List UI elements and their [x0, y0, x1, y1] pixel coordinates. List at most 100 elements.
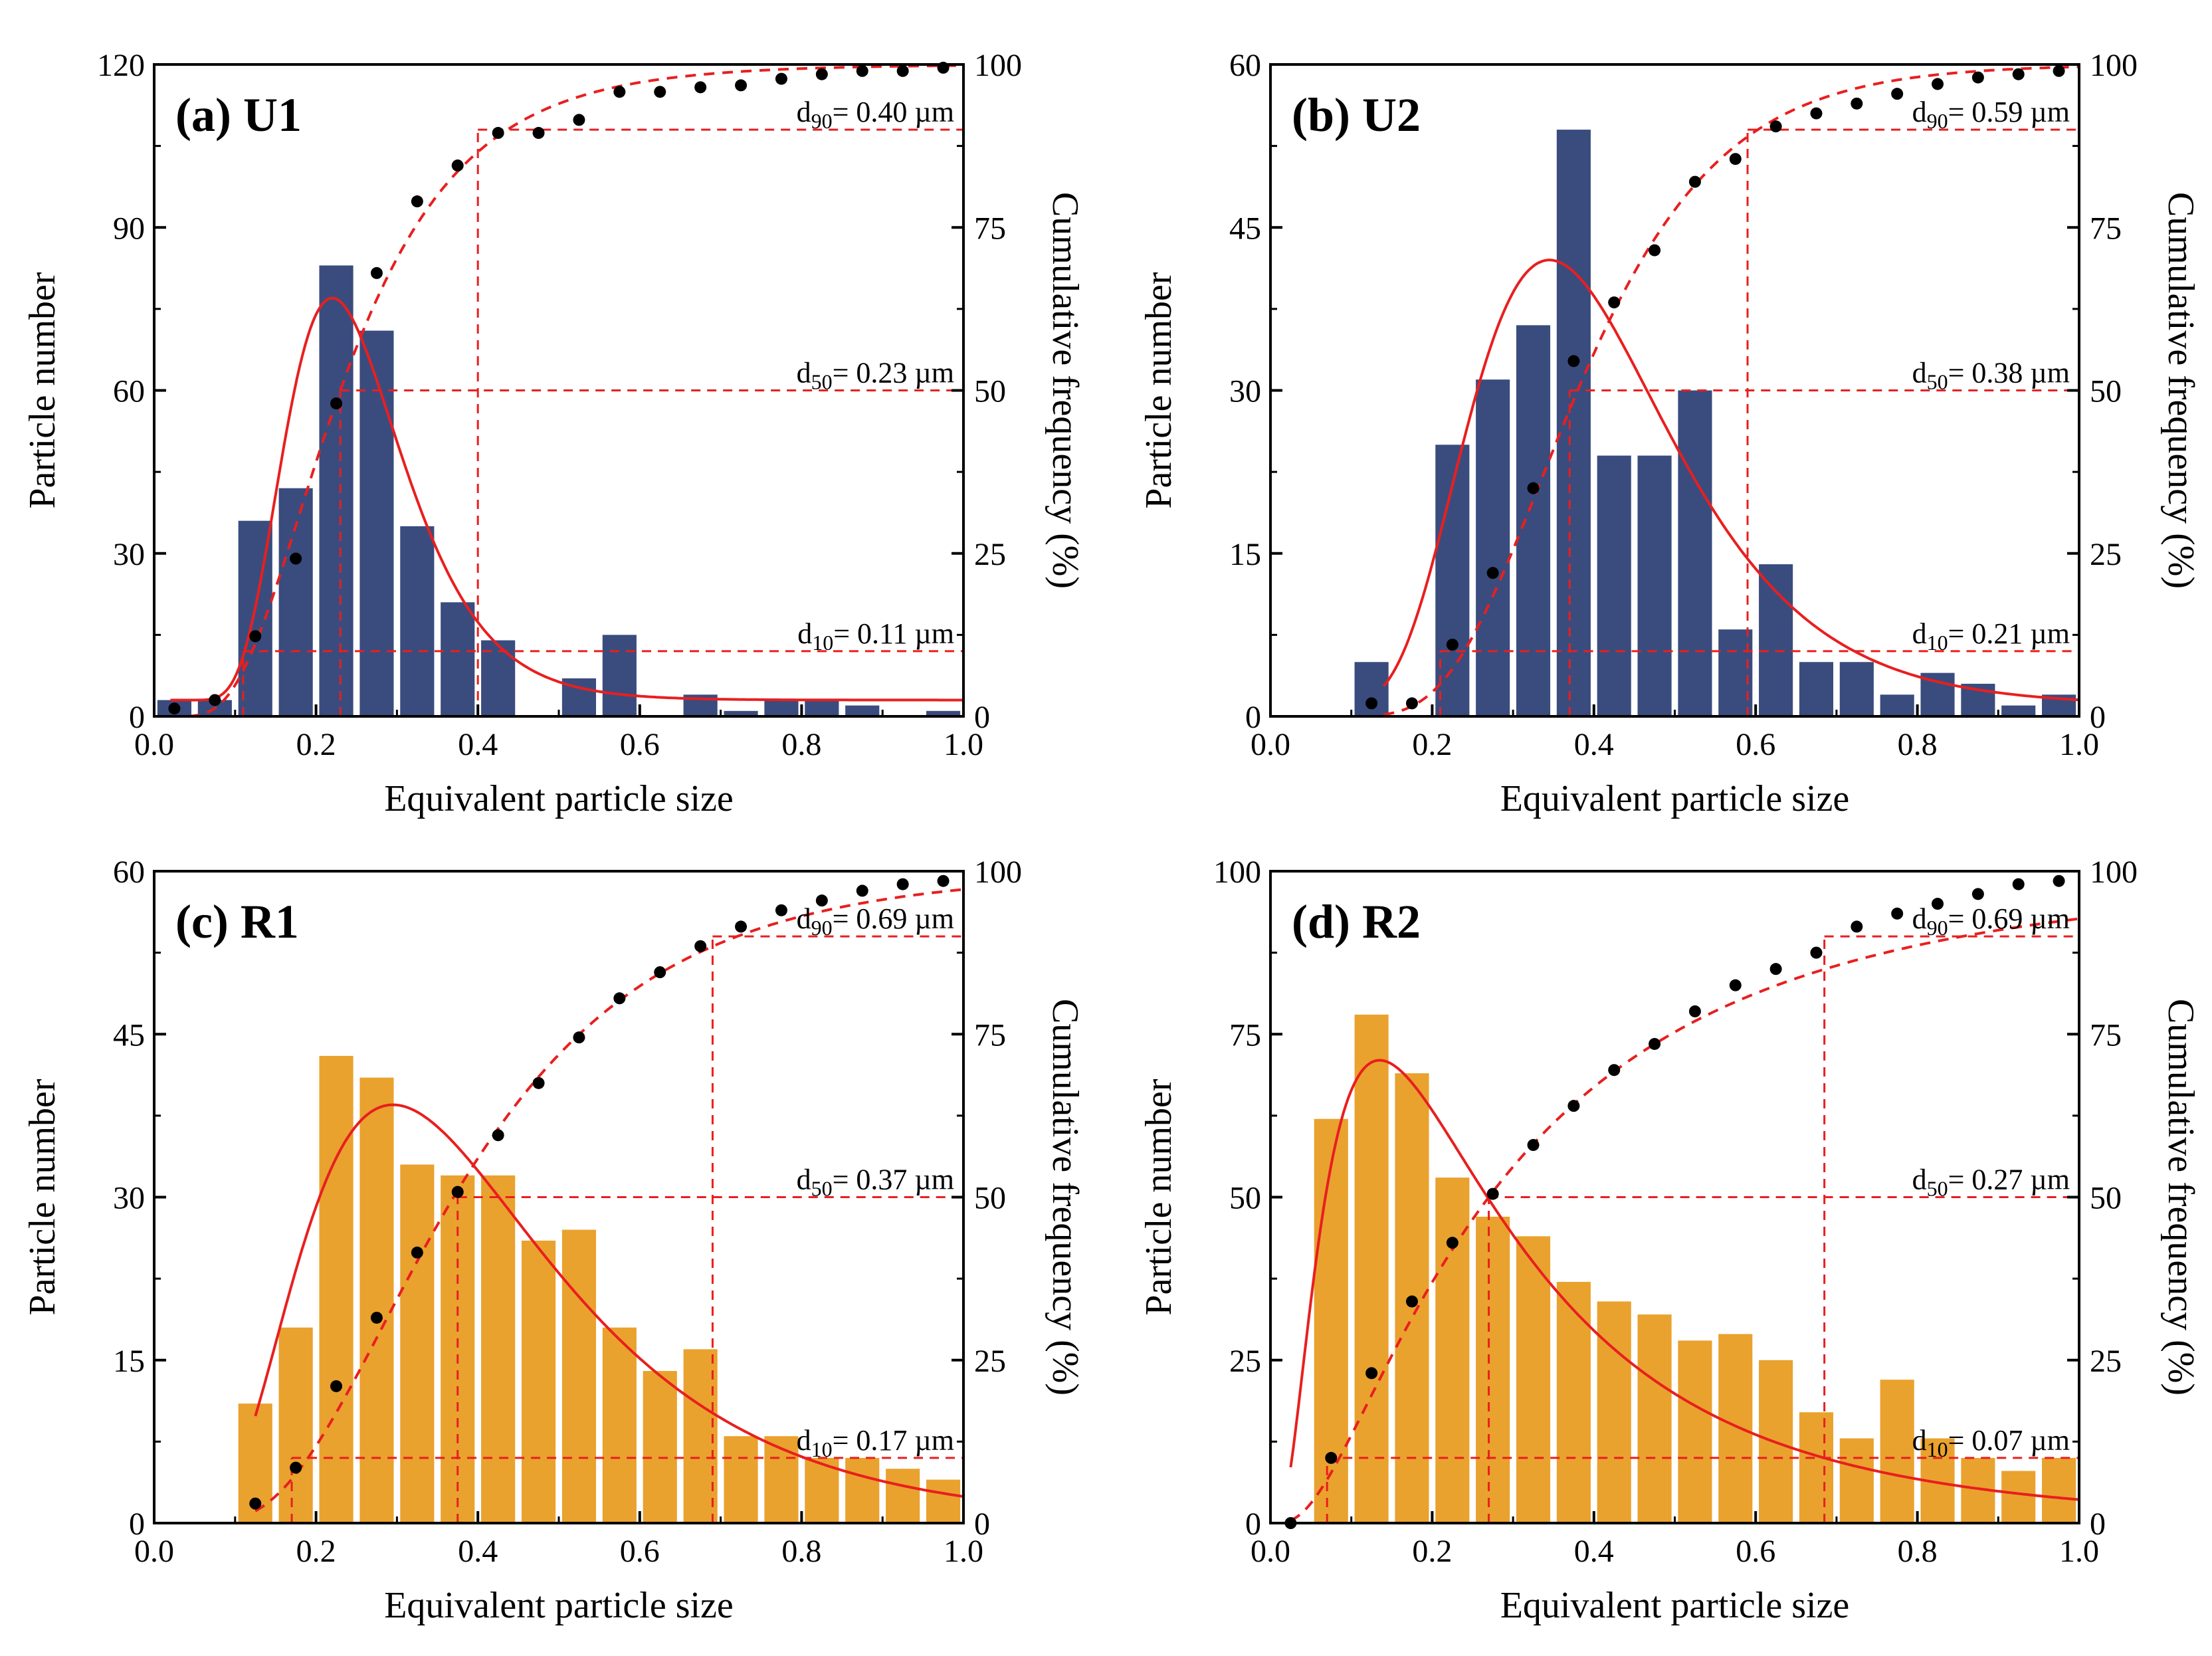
y-tick-label: 0: [129, 1506, 145, 1542]
y2-tick-label: 25: [974, 537, 1006, 572]
cumulative-point: [1365, 1367, 1378, 1380]
y-tick-label: 45: [113, 1017, 145, 1053]
histogram-bar: [643, 1371, 677, 1523]
percentile-label: d10= 0.11 µm: [797, 617, 954, 655]
y-axis-title: Particle number: [22, 272, 63, 508]
y-axis-title: Particle number: [22, 1079, 63, 1315]
cumulative-point: [330, 1380, 343, 1392]
y2-tick-label: 50: [974, 374, 1006, 409]
cumulative-point: [856, 884, 868, 897]
histogram-bar: [400, 526, 435, 716]
cumulative-point: [168, 702, 181, 715]
cumulative-point: [290, 1461, 302, 1474]
histogram-bar: [926, 710, 961, 716]
x-tick-label: 0.4: [458, 1534, 498, 1569]
cumulative-point: [1365, 697, 1378, 710]
percentile-label: d90= 0.59 µm: [1912, 96, 2070, 133]
x-tick-label: 1.0: [2059, 1534, 2099, 1569]
cumulative-point: [249, 630, 262, 643]
cumulative-point: [1769, 963, 1782, 976]
percentile-label: d10= 0.21 µm: [1912, 617, 2070, 655]
histogram-bar: [1637, 1314, 1672, 1523]
cumulative-point: [1891, 88, 1904, 100]
percentile-label: d90= 0.40 µm: [797, 96, 954, 133]
percentile-label: d50= 0.38 µm: [1912, 357, 2070, 394]
x-tick-label: 0.0: [1251, 1534, 1290, 1569]
y2-tick-label: 0: [974, 700, 990, 735]
y-tick-label: 100: [1213, 855, 1261, 890]
histogram-bar: [1637, 455, 1672, 716]
histogram-bar: [764, 700, 799, 716]
histogram-bar: [1354, 1014, 1389, 1523]
cumulative-point: [290, 552, 302, 565]
cumulative-point: [775, 72, 787, 85]
cumulative-point: [735, 79, 748, 92]
cumulative-fit-curve: [254, 888, 964, 1512]
y2-tick-label: 25: [2090, 537, 2122, 572]
cumulative-point: [451, 159, 464, 172]
cumulative-point: [370, 1311, 383, 1324]
cumulative-point: [370, 266, 383, 279]
histogram-bar: [1799, 1412, 1834, 1523]
cumulative-point: [815, 68, 828, 80]
percentile-label: d50= 0.23 µm: [797, 357, 954, 394]
histogram-bar: [319, 1055, 353, 1523]
panel-title: (d) R2: [1292, 895, 1421, 948]
cumulative-point: [1729, 979, 1742, 991]
histogram-bar: [1678, 1340, 1712, 1523]
cumulative-point: [1932, 78, 1944, 90]
histogram-bar: [1597, 455, 1631, 716]
histogram-bar: [1718, 1334, 1753, 1523]
cumulative-point: [1851, 97, 1863, 110]
histogram-bar: [561, 1229, 597, 1523]
cumulative-point: [2012, 68, 2025, 80]
chart-panel-3: 0.0 0.2 0.4 0.6 0.8 1.00153045600255075100Equ…: [22, 855, 1086, 1626]
x-tick-label: 0.2: [296, 727, 336, 762]
histogram-bar: [1678, 390, 1712, 716]
x-axis-title: Equivalent particle size: [1500, 778, 1850, 819]
cumulative-point: [815, 894, 828, 907]
y-tick-label: 30: [113, 1181, 145, 1216]
y-tick-label: 0: [1245, 1506, 1261, 1542]
panel-title: (a) U1: [175, 88, 302, 142]
lognormal-fit-curve: [170, 296, 963, 702]
x-tick-label: 0.8: [1898, 727, 1938, 762]
cumulative-point: [249, 1497, 262, 1510]
cumulative-point: [1688, 1005, 1701, 1017]
histogram-bar: [441, 602, 475, 716]
histogram-bar: [1597, 1301, 1631, 1523]
cumulative-point: [411, 195, 423, 208]
cumulative-fit-curve: [170, 64, 963, 718]
y-axis-title: Particle number: [1138, 272, 1179, 508]
cumulative-point: [613, 86, 626, 98]
percentile-label: d50= 0.37 µm: [797, 1164, 954, 1201]
cumulative-point: [613, 992, 626, 1005]
histogram-bar: [2001, 705, 2036, 716]
cumulative-point: [1729, 153, 1742, 165]
histogram-bar: [2042, 1457, 2076, 1523]
histogram-bar: [481, 1175, 516, 1523]
histogram-bar: [724, 1436, 758, 1523]
y-tick-label: 30: [113, 537, 145, 572]
percentile-label: d10= 0.17 µm: [797, 1424, 954, 1461]
histogram-bar: [1476, 379, 1510, 716]
y-tick-label: 50: [1229, 1181, 1261, 1216]
chart-panel-2: 0.0 0.2 0.4 0.6 0.8 1.00153045600255075100Equ…: [1138, 48, 2201, 819]
cumulative-point: [1608, 1064, 1621, 1077]
panel-title: (b) U2: [1292, 88, 1421, 142]
cumulative-point: [1405, 1295, 1418, 1308]
y2-tick-label: 100: [2090, 48, 2138, 83]
cumulative-point: [451, 1186, 464, 1198]
cumulative-point: [1446, 1237, 1458, 1249]
y2-tick-label: 75: [974, 211, 1006, 246]
panel-title: (c) R1: [175, 895, 299, 948]
cumulative-point: [775, 904, 787, 916]
x-tick-label: 0.4: [1574, 1534, 1614, 1569]
cumulative-point: [694, 81, 707, 94]
chart-panel-4: 0.0 0.2 0.4 0.6 0.8 1.002550751000255075100Eq…: [1138, 855, 2201, 1626]
histogram-bar: [1880, 1380, 1914, 1523]
cumulative-point: [492, 1129, 504, 1142]
x-axis-title: Equivalent particle size: [384, 1585, 734, 1626]
cumulative-point: [1567, 355, 1580, 367]
histogram-bar: [400, 1164, 435, 1523]
